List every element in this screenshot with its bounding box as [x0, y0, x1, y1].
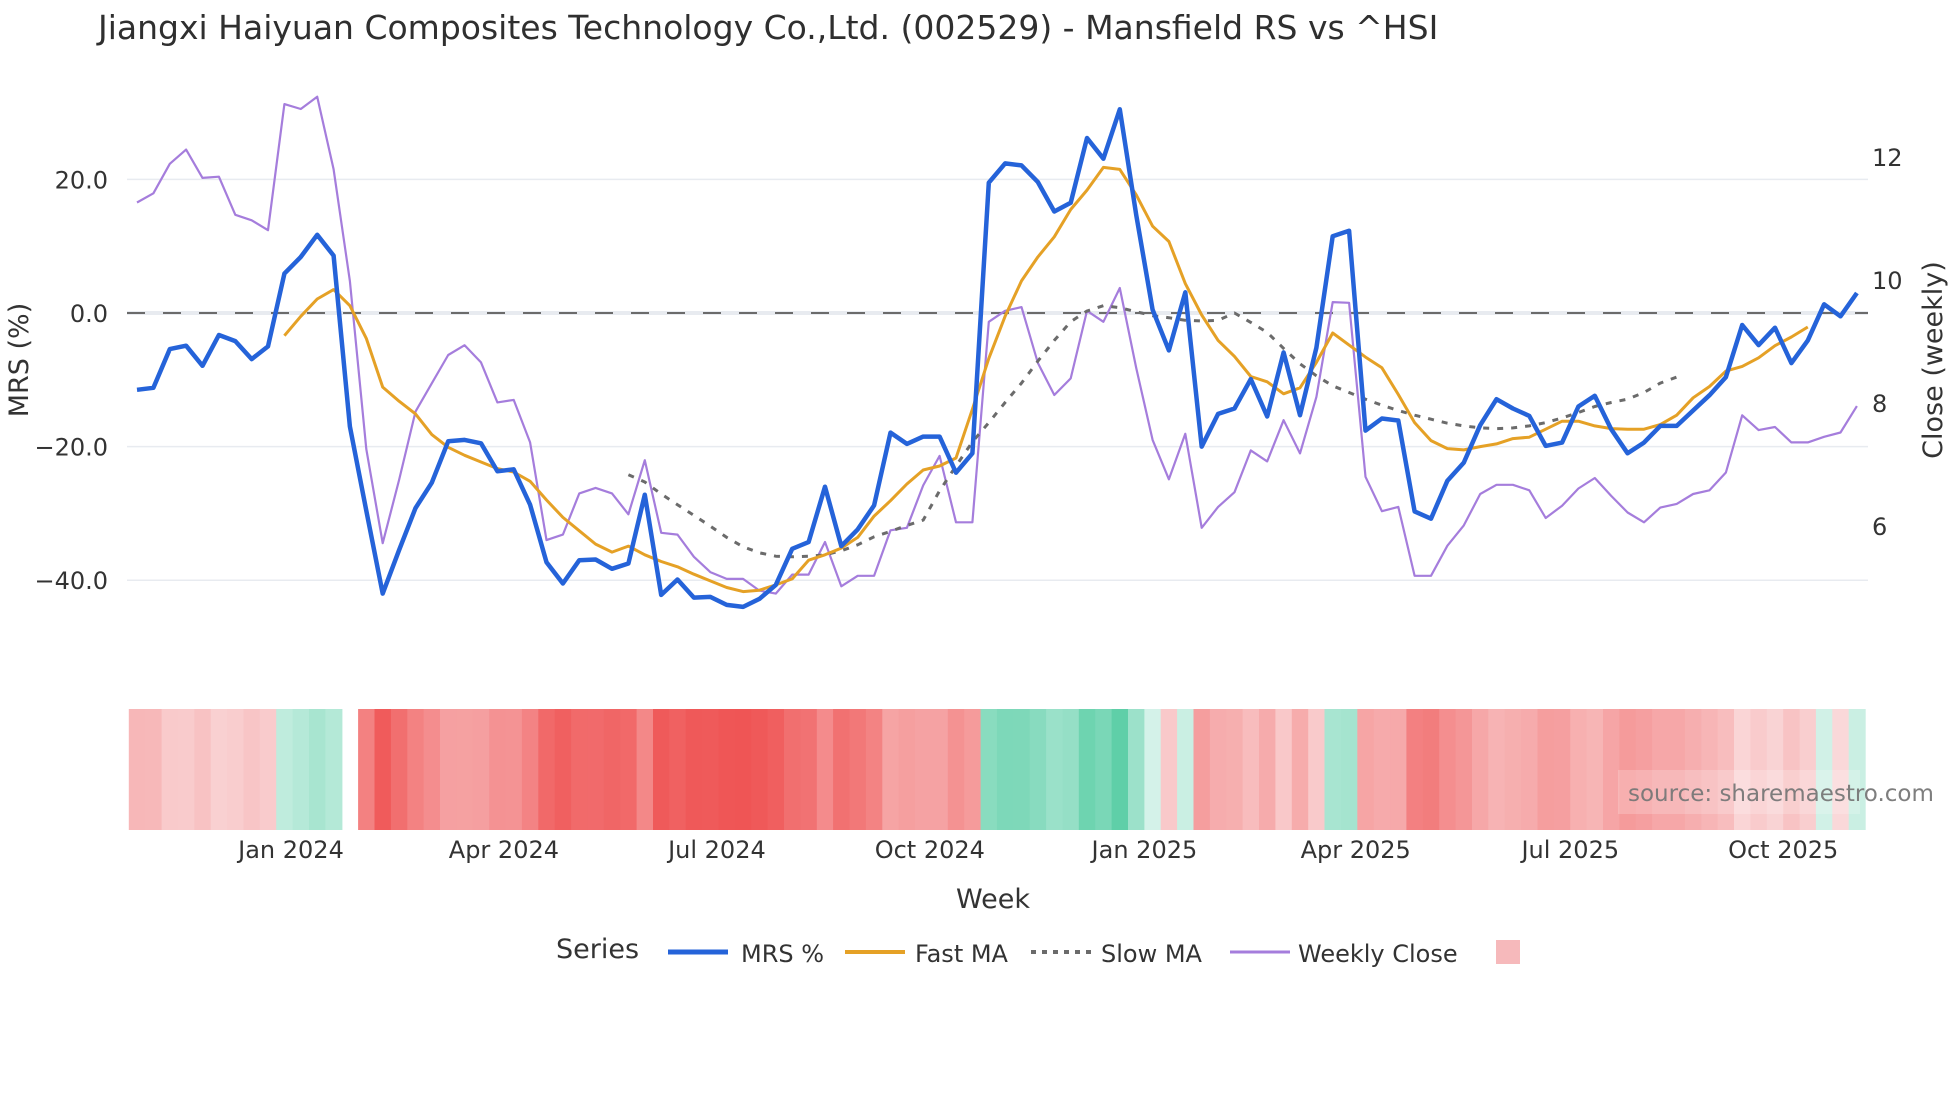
legend-label: Fast MA — [915, 940, 1009, 968]
legend-item[interactable]: MRS % — [668, 940, 824, 968]
y-tick-label: 20.0 — [55, 166, 108, 194]
y2-axis-title: Close (weekly) — [1918, 261, 1949, 459]
source-annotation: source: sharemaestro.com — [1618, 770, 1934, 814]
chart-title: Jiangxi Haiyuan Composites Technology Co… — [98, 8, 1439, 47]
x-axis: Jan 2024 Apr 2024 Jul 2024 Oct 2024 Jan 2025… — [236, 836, 1838, 864]
source-label: source: sharemaestro.com — [1628, 781, 1934, 807]
y2-tick-label: 10 — [1872, 267, 1903, 295]
x-tick-label: Jan 2025 — [1090, 836, 1198, 864]
x-tick-label: Oct 2025 — [1728, 836, 1838, 864]
plot-lines — [136, 95, 1859, 610]
legend: Series MRS % Fast MA Slow MA Weekly Close — [556, 934, 1520, 968]
y-axis-title: MRS (%) — [4, 303, 35, 418]
y-axis-right: 12 10 8 6 — [1872, 144, 1903, 541]
fast-ma-line — [283, 165, 1809, 594]
legend-label: MRS % — [741, 940, 824, 968]
x-tick-label: Jul 2024 — [666, 836, 766, 864]
legend-label: Weekly Close — [1298, 940, 1458, 968]
legend-item[interactable]: Fast MA — [845, 940, 1009, 968]
weekly-close-line — [136, 95, 1858, 595]
legend-title: Series — [556, 934, 639, 965]
x-axis-title: Week — [956, 884, 1030, 915]
x-tick-label: Jul 2025 — [1519, 836, 1619, 864]
y-axis-left: 20.0 0.0 −20.0 −40.0 — [34, 166, 108, 595]
legend-item[interactable] — [1496, 940, 1520, 964]
y-tick-label: −40.0 — [34, 567, 108, 595]
legend-label: Slow MA — [1101, 940, 1203, 968]
y2-tick-label: 6 — [1872, 513, 1887, 541]
x-tick-label: Jan 2024 — [236, 836, 344, 864]
legend-swatch — [1496, 940, 1520, 964]
legend-item[interactable]: Slow MA — [1031, 940, 1203, 968]
y2-tick-label: 8 — [1872, 390, 1887, 418]
y2-tick-label: 12 — [1872, 144, 1903, 172]
mrs-heatmap-strip — [128, 709, 1866, 830]
x-tick-label: Apr 2024 — [449, 836, 559, 864]
y-tick-label: −20.0 — [34, 434, 108, 462]
mrs-line — [136, 107, 1859, 610]
x-tick-label: Oct 2024 — [875, 836, 985, 864]
grid-lines — [127, 178, 1868, 581]
x-tick-label: Apr 2025 — [1301, 836, 1411, 864]
y-tick-label: 0.0 — [70, 300, 108, 328]
legend-item[interactable]: Weekly Close — [1230, 940, 1458, 968]
slow-ma-line — [627, 304, 1678, 559]
